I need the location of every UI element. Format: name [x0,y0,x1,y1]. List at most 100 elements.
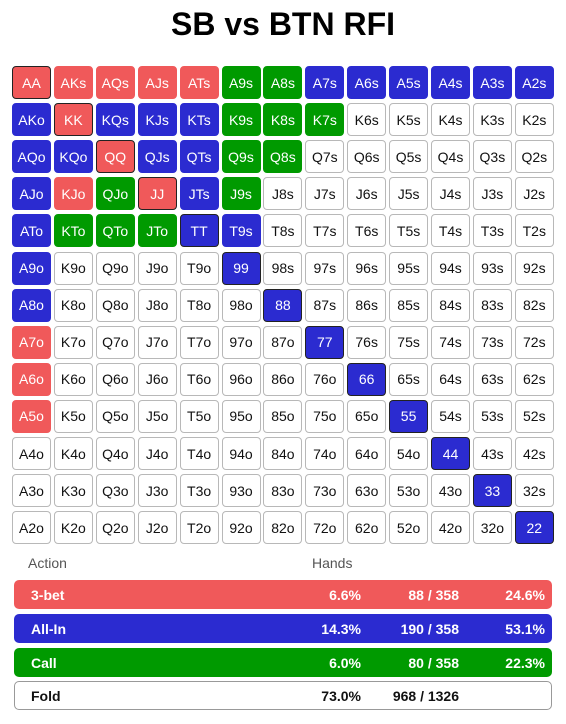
hand-cell-77[interactable]: 77 [305,325,345,359]
hand-cell-96o[interactable]: 96o [221,362,261,396]
hand-cell-84o[interactable]: 84o [263,437,303,470]
hand-cell-TT[interactable]: TT [179,214,219,248]
hand-cell-Q9o[interactable]: Q9o [95,251,135,285]
hand-cell-T8o[interactable]: T8o [179,288,219,322]
hand-cell-85o[interactable]: 85o [263,399,303,433]
hand-cell-66[interactable]: 66 [347,362,387,396]
hand-cell-T5o[interactable]: T5o [179,399,219,433]
hand-cell-Q7s[interactable]: Q7s [305,140,345,174]
hand-cell-K4s[interactable]: K4s [431,103,470,137]
hand-cell-65s[interactable]: 65s [389,362,429,396]
hand-cell-84s[interactable]: 84s [431,288,470,322]
hand-cell-T7o[interactable]: T7o [179,325,219,359]
hand-cell-Q6o[interactable]: Q6o [95,362,135,396]
hand-cell-A6o[interactable]: A6o [12,362,51,396]
hand-cell-QTs[interactable]: QTs [179,140,219,174]
hand-cell-95o[interactable]: 95o [221,399,261,433]
hand-cell-93s[interactable]: 93s [472,251,512,285]
hand-cell-K7s[interactable]: K7s [305,103,345,137]
hand-cell-Q4s[interactable]: Q4s [431,140,470,174]
hand-cell-74o[interactable]: 74o [305,437,345,470]
hand-cell-K9s[interactable]: K9s [221,103,261,137]
hand-cell-J5s[interactable]: J5s [389,177,429,211]
hand-cell-83s[interactable]: 83s [472,288,512,322]
hand-cell-T4o[interactable]: T4o [179,437,219,470]
hand-cell-53s[interactable]: 53s [472,399,512,433]
hand-cell-72s[interactable]: 72s [514,325,554,359]
hand-cell-A3o[interactable]: A3o [12,474,51,508]
hand-cell-99[interactable]: 99 [221,251,261,285]
hand-cell-T3o[interactable]: T3o [179,474,219,508]
hand-cell-J7o[interactable]: J7o [137,325,177,359]
hand-cell-K9o[interactable]: K9o [53,251,93,285]
hand-cell-A3s[interactable]: A3s [472,66,512,99]
hand-cell-K4o[interactable]: K4o [53,437,93,470]
hand-cell-T2o[interactable]: T2o [179,511,219,545]
hand-cell-32s[interactable]: 32s [514,474,554,508]
hand-cell-52o[interactable]: 52o [389,511,429,545]
hand-cell-87o[interactable]: 87o [263,325,303,359]
hand-cell-Q2s[interactable]: Q2s [514,140,554,174]
hand-cell-82s[interactable]: 82s [514,288,554,322]
hand-cell-Q3o[interactable]: Q3o [95,474,135,508]
hand-cell-T6o[interactable]: T6o [179,362,219,396]
hand-cell-75s[interactable]: 75s [389,325,429,359]
hand-cell-J6o[interactable]: J6o [137,362,177,396]
hand-cell-T7s[interactable]: T7s [305,214,345,248]
hand-cell-T2s[interactable]: T2s [514,214,554,248]
hand-cell-J9o[interactable]: J9o [137,251,177,285]
hand-cell-K8s[interactable]: K8s [263,103,303,137]
hand-cell-T4s[interactable]: T4s [431,214,470,248]
hand-cell-JTs[interactable]: JTs [179,177,219,211]
hand-cell-JJ[interactable]: JJ [137,177,177,211]
hand-cell-K3s[interactable]: K3s [472,103,512,137]
hand-cell-K5s[interactable]: K5s [389,103,429,137]
hand-cell-J4o[interactable]: J4o [137,437,177,470]
hand-cell-QQ[interactable]: QQ [95,140,135,174]
hand-cell-K3o[interactable]: K3o [53,474,93,508]
hand-cell-87s[interactable]: 87s [305,288,345,322]
hand-cell-44[interactable]: 44 [431,437,470,470]
hand-cell-A2s[interactable]: A2s [514,66,554,99]
hand-cell-54s[interactable]: 54s [431,399,470,433]
hand-cell-K2s[interactable]: K2s [514,103,554,137]
hand-cell-A9o[interactable]: A9o [12,251,51,285]
hand-cell-63o[interactable]: 63o [347,474,387,508]
hand-cell-A6s[interactable]: A6s [347,66,387,99]
hand-cell-97s[interactable]: 97s [305,251,345,285]
hand-cell-43s[interactable]: 43s [472,437,512,470]
hand-cell-93o[interactable]: 93o [221,474,261,508]
hand-cell-K8o[interactable]: K8o [53,288,93,322]
hand-cell-86o[interactable]: 86o [263,362,303,396]
hand-cell-J2o[interactable]: J2o [137,511,177,545]
hand-cell-Q3s[interactable]: Q3s [472,140,512,174]
hand-cell-KQo[interactable]: KQo [53,140,93,174]
hand-cell-62o[interactable]: 62o [347,511,387,545]
hand-cell-73s[interactable]: 73s [472,325,512,359]
hand-cell-QJs[interactable]: QJs [137,140,177,174]
hand-cell-A8s[interactable]: A8s [263,66,303,99]
hand-cell-KTs[interactable]: KTs [179,103,219,137]
hand-cell-T3s[interactable]: T3s [472,214,512,248]
hand-cell-92s[interactable]: 92s [514,251,554,285]
hand-cell-AQo[interactable]: AQo [12,140,51,174]
hand-cell-AKo[interactable]: AKo [12,103,51,137]
hand-cell-92o[interactable]: 92o [221,511,261,545]
hand-cell-AJs[interactable]: AJs [137,66,177,99]
hand-cell-42o[interactable]: 42o [431,511,470,545]
hand-cell-54o[interactable]: 54o [389,437,429,470]
hand-cell-55[interactable]: 55 [389,399,429,433]
hand-cell-83o[interactable]: 83o [263,474,303,508]
hand-cell-86s[interactable]: 86s [347,288,387,322]
hand-cell-T8s[interactable]: T8s [263,214,303,248]
hand-cell-63s[interactable]: 63s [472,362,512,396]
hand-cell-J4s[interactable]: J4s [431,177,470,211]
hand-cell-KJo[interactable]: KJo [53,177,93,211]
hand-cell-KK[interactable]: KK [53,103,93,137]
hand-cell-J9s[interactable]: J9s [221,177,261,211]
hand-cell-53o[interactable]: 53o [389,474,429,508]
hand-cell-97o[interactable]: 97o [221,325,261,359]
hand-cell-A7o[interactable]: A7o [12,325,51,359]
hand-cell-T6s[interactable]: T6s [347,214,387,248]
hand-cell-A7s[interactable]: A7s [305,66,345,99]
